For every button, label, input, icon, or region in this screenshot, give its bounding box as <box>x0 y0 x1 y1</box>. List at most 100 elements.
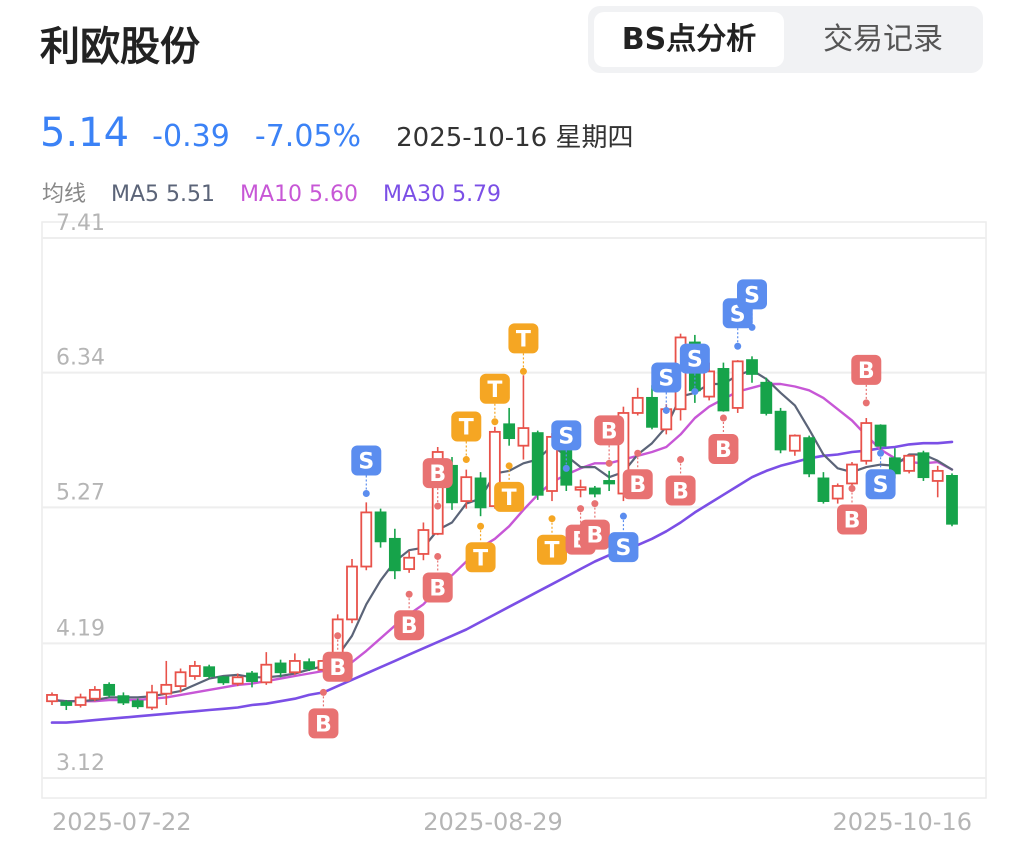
y-tick-label: 4.19 <box>56 616 105 641</box>
candle <box>303 658 316 672</box>
candle <box>274 659 287 678</box>
candle-body <box>817 477 830 502</box>
stock-title: 利欧股份 <box>40 24 200 70</box>
y-tick-label: 5.27 <box>56 480 105 505</box>
buy-marker: B <box>851 354 882 407</box>
marker-label: T <box>502 486 517 511</box>
candle-body <box>774 410 787 451</box>
marker-badge <box>594 415 625 446</box>
t-marker: T <box>508 323 539 375</box>
buy-marker: B <box>422 552 453 603</box>
candle-body <box>231 676 244 685</box>
marker-badge <box>737 279 767 310</box>
ma30-line <box>50 440 954 724</box>
candle <box>817 472 830 504</box>
marker-badge <box>494 481 525 512</box>
sell-marker: S <box>679 343 710 396</box>
candle <box>217 676 230 685</box>
candle <box>131 698 144 709</box>
marker-badge <box>865 469 896 500</box>
marker-badge <box>608 532 639 563</box>
t-marker: T <box>494 462 525 512</box>
quote-date: 2025-10-16 星期四 <box>396 123 634 153</box>
y-tick-label: 6.34 <box>56 346 105 371</box>
candle-body <box>603 480 616 485</box>
candle-body <box>217 676 230 684</box>
marker-label: B <box>601 419 618 444</box>
price-change-percent: -7.05% <box>254 119 362 154</box>
candle-body <box>103 683 116 696</box>
candle-body <box>646 396 658 428</box>
ma10-legend: MA10 5.60 <box>240 182 359 207</box>
buy-marker: B <box>594 415 625 467</box>
tab-bs-analysis[interactable]: BS点分析 <box>594 12 784 67</box>
marker-badge <box>351 445 382 476</box>
candle-body <box>588 487 601 495</box>
candle <box>146 684 158 711</box>
marker-label: T <box>459 416 474 441</box>
candle-body <box>574 486 587 491</box>
marker-label: S <box>558 424 574 449</box>
candle-body <box>131 700 144 708</box>
candle-body <box>931 469 944 482</box>
candle <box>374 508 387 548</box>
candle-body <box>860 422 873 462</box>
marker-label: B <box>429 462 446 487</box>
candle-body <box>717 368 730 412</box>
price-change: -0.39 <box>152 119 230 154</box>
marker-badge <box>479 373 510 404</box>
x-tick-label: 2025-07-22 <box>52 808 191 836</box>
buy-marker: B <box>837 484 867 535</box>
candle-body <box>360 511 373 568</box>
candle-body <box>203 666 216 677</box>
candle-body <box>274 662 287 674</box>
ma5-line <box>50 369 954 703</box>
marker-label: B <box>329 656 346 681</box>
sell-marker: S <box>608 512 639 563</box>
candle <box>731 360 744 413</box>
candle <box>503 407 516 446</box>
marker-badge <box>422 458 453 489</box>
candle <box>174 668 187 693</box>
candle-body <box>703 370 716 398</box>
buy-marker: B <box>422 458 453 510</box>
candle <box>631 387 644 416</box>
sell-marker: S <box>722 298 753 350</box>
candle-body <box>803 437 816 475</box>
marker-badge <box>465 542 496 573</box>
candle <box>360 502 373 571</box>
candle <box>103 682 116 698</box>
marker-label: B <box>672 480 689 505</box>
candle-body <box>260 663 273 684</box>
candle <box>160 660 173 705</box>
candle-body <box>631 396 644 414</box>
candle <box>417 522 430 561</box>
marker-badge <box>308 708 339 739</box>
candle <box>874 424 887 450</box>
candle <box>803 435 816 478</box>
candle <box>203 664 216 679</box>
candle <box>774 407 787 454</box>
buy-marker: B <box>708 414 739 464</box>
marker-label: T <box>473 546 488 571</box>
candle-body <box>117 695 130 704</box>
buy-marker: B <box>308 688 339 739</box>
tab-trade-records[interactable]: 交易记录 <box>823 22 943 57</box>
marker-badge <box>851 354 882 385</box>
quote-row: 5.14 -0.39 -7.05% 2025-10-16 星期四 <box>40 110 633 160</box>
marker-label: S <box>358 450 374 475</box>
t-marker: T <box>451 411 482 464</box>
marker-label: S <box>658 366 674 391</box>
ma30-legend: MA30 5.79 <box>383 182 502 207</box>
candle-body <box>531 432 544 496</box>
sell-marker: S <box>551 420 582 472</box>
candle-body <box>760 381 773 414</box>
marker-badge <box>551 420 582 451</box>
candle <box>746 356 758 383</box>
candle-body <box>246 672 258 682</box>
candle-body <box>174 671 187 688</box>
marker-label: B <box>858 359 875 384</box>
marker-badge <box>451 411 482 442</box>
